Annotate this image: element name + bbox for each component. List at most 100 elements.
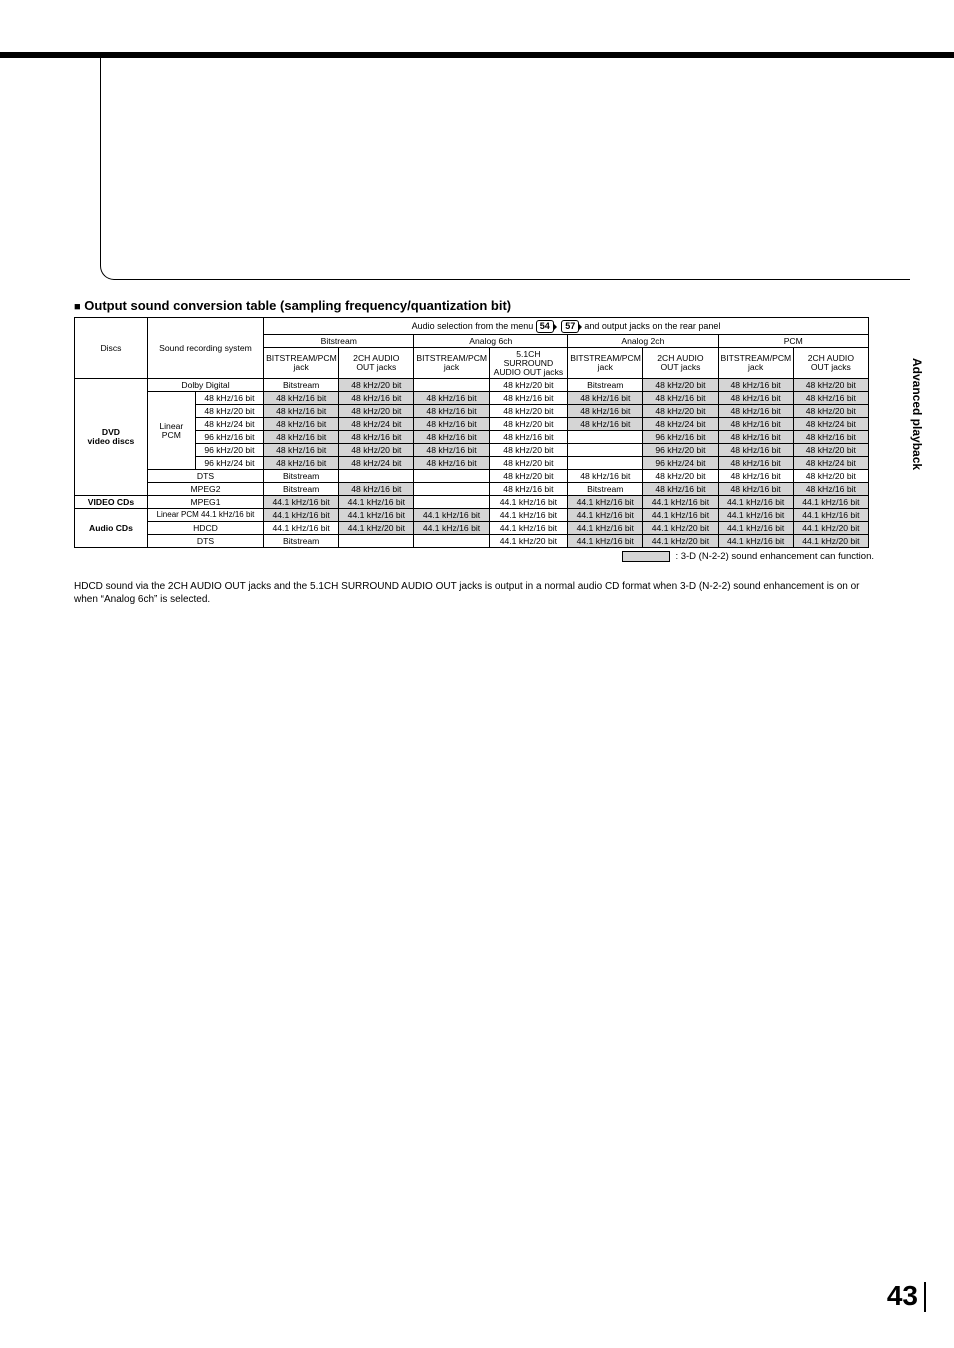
cell: 48 kHz/20 bit (793, 444, 868, 457)
row-dts2: DTS (147, 535, 263, 548)
row-videocds: VIDEO CDs (75, 496, 148, 509)
cell: 44.1 kHz/16 bit (489, 509, 568, 522)
main-content: ■ Output sound conversion table (samplin… (74, 298, 874, 616)
cell: 44.1 kHz/16 bit (264, 509, 339, 522)
cell: 48 kHz/16 bit (195, 392, 263, 405)
hdcd-note: HDCD sound via the 2CH AUDIO OUT jacks a… (74, 580, 874, 606)
cell: 44.1 kHz/16 bit (568, 522, 643, 535)
header-curve (100, 58, 910, 280)
cell: 48 kHz/16 bit (414, 457, 489, 470)
cell: 48 kHz/16 bit (718, 470, 793, 483)
cell: 48 kHz/16 bit (568, 470, 643, 483)
col-srs: Sound recording system (147, 318, 263, 379)
row-linear-pcm: LinearPCM (147, 392, 195, 470)
cell: 48 kHz/16 bit (414, 444, 489, 457)
row-mpeg1: MPEG1 (147, 496, 263, 509)
cell: 48 kHz/24 bit (339, 457, 414, 470)
cell: 48 kHz/20 bit (489, 470, 568, 483)
cell: 48 kHz/20 bit (793, 405, 868, 418)
page-number-bar (924, 1282, 926, 1312)
cell: 48 kHz/20 bit (489, 379, 568, 392)
row-dvd: DVDvideo discs (75, 379, 148, 496)
cell: 48 kHz/16 bit (568, 418, 643, 431)
row-dts: DTS (147, 470, 263, 483)
step-a: 54 (536, 320, 554, 333)
cell: 48 kHz/20 bit (643, 470, 718, 483)
sub-2ch: 2CH AUDIOOUT jacks (643, 348, 718, 379)
cell: 44.1 kHz/16 bit (339, 509, 414, 522)
cell: 48 kHz/16 bit (643, 483, 718, 496)
cell: 48 kHz/16 bit (264, 444, 339, 457)
cell: 44.1 kHz/16 bit (489, 496, 568, 509)
legend-text: : 3-D (N-2-2) sound enhancement can func… (675, 551, 874, 562)
cell: 44.1 kHz/16 bit (643, 496, 718, 509)
cell: 96 kHz/16 bit (195, 431, 263, 444)
cell: 44.1 kHz/16 bit (793, 496, 868, 509)
cell: 44.1 kHz/20 bit (643, 522, 718, 535)
cell (414, 470, 489, 483)
table-row: DVDvideo discs Dolby Digital Bitstream 4… (75, 379, 869, 392)
cell: Bitstream (264, 535, 339, 548)
cell: Bitstream (264, 483, 339, 496)
table-row: HDCD 44.1 kHz/16 bit 44.1 kHz/20 bit 44.… (75, 522, 869, 535)
table-row: LinearPCM 48 kHz/16 bit 48 kHz/16 bit 48… (75, 392, 869, 405)
section-title-text: Output sound conversion table (sampling … (84, 298, 511, 313)
cell (568, 444, 643, 457)
cell: 96 kHz/20 bit (195, 444, 263, 457)
cell: 44.1 kHz/16 bit (718, 509, 793, 522)
cell: 44.1 kHz/20 bit (339, 522, 414, 535)
cell: 48 kHz/16 bit (414, 418, 489, 431)
section-title: ■ Output sound conversion table (samplin… (74, 298, 874, 313)
caption-prefix: Audio selection from the menu (412, 321, 534, 331)
table-row: MPEG2 Bitstream 48 kHz/16 bit 48 kHz/16 … (75, 483, 869, 496)
row-audiocds: Audio CDs (75, 509, 148, 548)
cell: 48 kHz/20 bit (793, 379, 868, 392)
cell: 48 kHz/16 bit (568, 405, 643, 418)
cell: Bitstream (568, 483, 643, 496)
cell: 48 kHz/16 bit (718, 405, 793, 418)
row-hdcd: HDCD (147, 522, 263, 535)
cell: 48 kHz/24 bit (793, 457, 868, 470)
cell: 48 kHz/16 bit (264, 405, 339, 418)
cell: 48 kHz/16 bit (793, 483, 868, 496)
cell: 44.1 kHz/16 bit (489, 522, 568, 535)
cell: 48 kHz/16 bit (414, 392, 489, 405)
cell: 44.1 kHz/20 bit (643, 535, 718, 548)
cell: 48 kHz/20 bit (339, 444, 414, 457)
cell: 44.1 kHz/16 bit (718, 522, 793, 535)
cell: 48 kHz/16 bit (718, 431, 793, 444)
cell: 44.1 kHz/16 bit (414, 522, 489, 535)
group-pcm: PCM (718, 335, 868, 348)
cell: 48 kHz/16 bit (718, 418, 793, 431)
cell: 48 kHz/16 bit (339, 431, 414, 444)
bullet-icon: ■ (74, 301, 81, 313)
table-row: Discs Sound recording system Audio selec… (75, 318, 869, 335)
group-bitstream: Bitstream (264, 335, 414, 348)
legend-swatch (622, 551, 670, 562)
row-mpeg2: MPEG2 (147, 483, 263, 496)
cell: 48 kHz/24 bit (643, 418, 718, 431)
cell: 44.1 kHz/16 bit (339, 496, 414, 509)
cell: 44.1 kHz/16 bit (718, 496, 793, 509)
cell: 44.1 kHz/16 bit (568, 535, 643, 548)
cell: Bitstream (568, 379, 643, 392)
cell: 48 kHz/16 bit (489, 483, 568, 496)
cell: 48 kHz/20 bit (489, 457, 568, 470)
cell: 96 kHz/24 bit (195, 457, 263, 470)
sub-2ch: 2CH AUDIOOUT jacks (339, 348, 414, 379)
cell: 48 kHz/16 bit (793, 392, 868, 405)
cell: 44.1 kHz/16 bit (264, 522, 339, 535)
cell: 48 kHz/16 bit (568, 392, 643, 405)
cell: 48 kHz/20 bit (643, 405, 718, 418)
cell: Bitstream (264, 470, 339, 483)
cell (568, 431, 643, 444)
side-tab: Advanced playback (910, 358, 924, 470)
cell (414, 535, 489, 548)
cell: 44.1 kHz/20 bit (489, 535, 568, 548)
cell: 44.1 kHz/20 bit (793, 535, 868, 548)
cell: 44.1 kHz/16 bit (568, 496, 643, 509)
caption-cell: Audio selection from the menu 54 57 and … (264, 318, 869, 335)
cell: 48 kHz/20 bit (643, 379, 718, 392)
group-analog6: Analog 6ch (414, 335, 568, 348)
cell: 96 kHz/20 bit (643, 444, 718, 457)
